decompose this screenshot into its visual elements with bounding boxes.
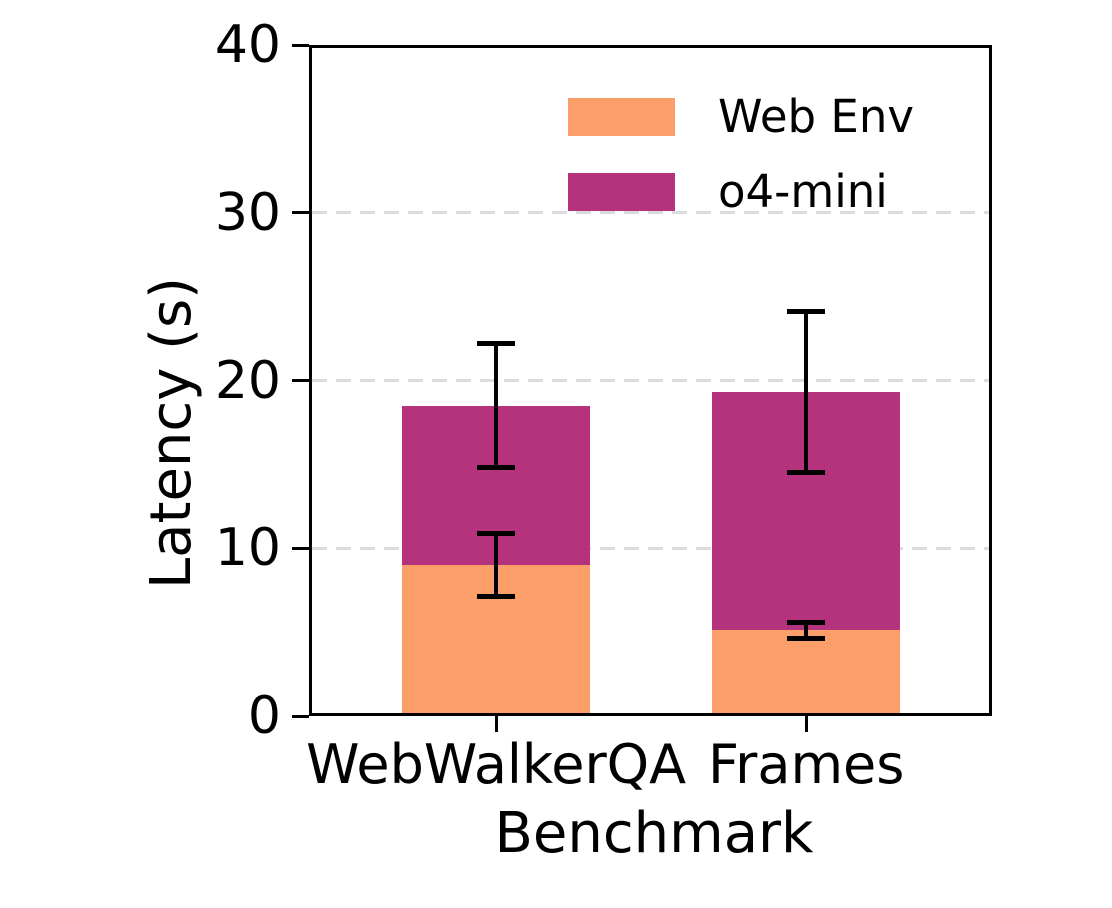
errorbar-total-WebWalkerQA-cap-top — [477, 341, 516, 347]
errorbar-webenv-Frames-cap-bottom — [787, 636, 826, 642]
y-tick-mark-30 — [292, 211, 309, 215]
errorbar-webenv-WebWalkerQA-cap-bottom — [477, 594, 516, 600]
errorbar-webenv-Frames-cap-top — [787, 619, 826, 625]
y-tick-label-20: 20 — [214, 350, 281, 411]
errorbar-webenv-Frames-line — [804, 622, 809, 639]
errorbar-total-WebWalkerQA-line — [494, 343, 499, 468]
y-tick-mark-10 — [292, 546, 309, 550]
errorbar-total-WebWalkerQA-cap-bottom — [477, 465, 516, 471]
errorbar-webenv-WebWalkerQA-line — [494, 533, 499, 597]
errorbar-total-Frames-line — [804, 311, 809, 473]
y-tick-label-40: 40 — [214, 15, 281, 75]
errorbar-total-Frames-cap-bottom — [787, 470, 826, 476]
gridline-y20 — [312, 379, 989, 382]
x-tick-mark-Frames — [804, 716, 808, 732]
legend-entry-o4-mini: o4-mini — [568, 165, 914, 218]
legend-entry-Web Env: Web Env — [568, 90, 914, 143]
legend-swatch-o4-mini — [568, 172, 675, 211]
gridline-y10 — [312, 546, 989, 550]
x-tick-label-Frames: Frames — [708, 733, 905, 796]
legend: Web Env o4-mini — [568, 90, 914, 218]
bar-Frames-Web Env — [712, 630, 901, 716]
y-tick-mark-20 — [292, 379, 309, 382]
x-tick-mark-WebWalkerQA — [494, 716, 498, 732]
y-tick-label-0: 0 — [247, 686, 281, 746]
errorbar-webenv-WebWalkerQA-cap-top — [477, 530, 516, 536]
y-tick-label-30: 30 — [214, 182, 281, 243]
y-tick-mark-0 — [292, 714, 309, 718]
legend-label-o4-mini: o4-mini — [718, 165, 888, 218]
legend-label-Web Env: Web Env — [718, 90, 914, 143]
gridline-y30 — [312, 211, 989, 215]
y-tick-label-10: 10 — [214, 518, 281, 579]
x-axis-title: Benchmark — [494, 801, 814, 866]
legend-swatch-Web Env — [568, 97, 675, 136]
y-tick-mark-40 — [292, 43, 309, 47]
errorbar-total-Frames-cap-top — [787, 309, 826, 315]
y-axis-title: Latency (s) — [139, 276, 204, 590]
x-tick-label-WebWalkerQA: WebWalkerQA — [306, 733, 687, 796]
